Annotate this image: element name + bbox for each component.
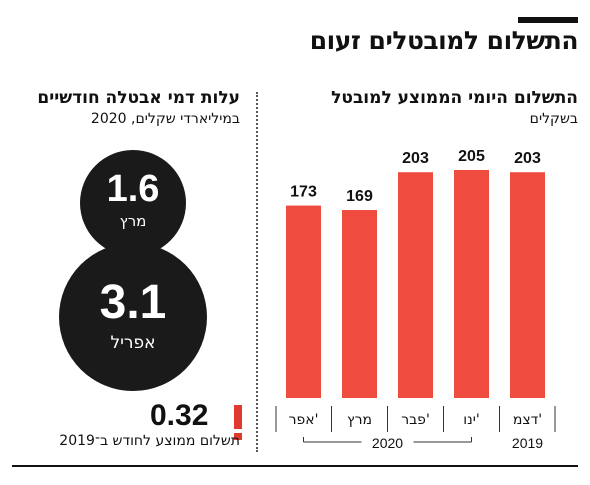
bar	[342, 210, 377, 398]
bar	[398, 172, 433, 398]
bubble-april-label: אפריל	[110, 333, 156, 353]
bottom-rule	[12, 465, 578, 467]
chart-subtitle: בשקלים	[529, 111, 578, 127]
average-label: תשלום ממוצע לחודש ב־2019	[59, 433, 240, 449]
bubble-april: 3.1 אפריל	[59, 243, 207, 391]
panel-divider	[256, 92, 258, 452]
page-title: התשלום למובטלים זעום	[309, 26, 579, 55]
bar	[454, 170, 489, 398]
bar-value-label: 203	[514, 150, 541, 167]
cost-panel-title: עלות דמי אבטלה חודשיים	[37, 88, 240, 108]
x-tick-label: דצמ'	[513, 412, 542, 428]
bubble-march-label: מרץ	[119, 212, 147, 230]
year-label: 2020	[372, 435, 403, 451]
bar	[510, 172, 545, 398]
bar-value-label: 203	[402, 150, 429, 167]
chart-title: התשלום היומי הממוצע למובטל	[331, 88, 578, 108]
x-tick-label: פבר'	[401, 412, 430, 428]
x-tick-label: מרץ	[347, 412, 372, 428]
bubble-march-value: 1.6	[106, 168, 160, 210]
bar-value-label: 169	[346, 188, 373, 205]
title-accent-rule	[518, 17, 578, 23]
x-tick-label: ינו'	[463, 412, 479, 428]
bar-value-label: 205	[458, 148, 485, 165]
cost-panel-subtitle: במיליארדי שקלים, 2020	[90, 111, 240, 127]
average-value: 0.32	[150, 399, 209, 432]
bar-value-label: 173	[290, 184, 317, 201]
bubble-march: 1.6 מרץ	[80, 150, 186, 256]
bubble-april-value: 3.1	[99, 276, 167, 329]
year-label: 2019	[512, 435, 543, 451]
bar	[286, 205, 321, 398]
x-tick-label: אפר'	[289, 412, 319, 428]
exclamation-icon	[234, 405, 242, 440]
